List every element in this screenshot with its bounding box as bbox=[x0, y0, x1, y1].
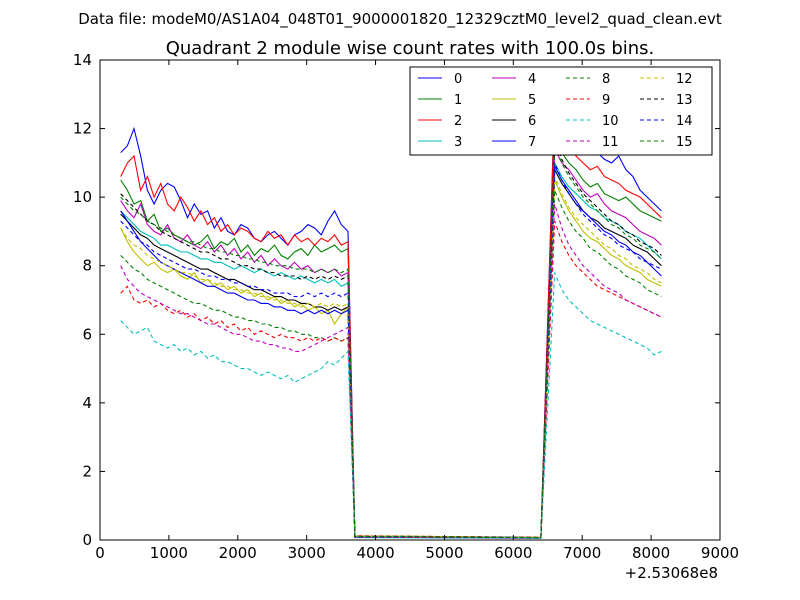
series-line-14 bbox=[120, 162, 662, 539]
series-line-6 bbox=[120, 167, 662, 539]
series-line-10 bbox=[120, 272, 662, 539]
legend-label-11: 11 bbox=[602, 135, 619, 150]
plot-frame bbox=[99, 59, 721, 541]
legend-label-10: 10 bbox=[602, 114, 619, 129]
x-tick-label: 0 bbox=[95, 544, 105, 562]
legend-label-5: 5 bbox=[528, 93, 536, 108]
x-offset-label: +2.53068e8 bbox=[625, 564, 718, 582]
series-line-2 bbox=[120, 104, 662, 539]
y-tick-label: 12 bbox=[73, 120, 92, 138]
x-tick-label: 3000 bbox=[288, 544, 326, 562]
legend-label-2: 2 bbox=[454, 114, 462, 129]
legend-label-13: 13 bbox=[676, 93, 693, 108]
series-line-3 bbox=[120, 160, 662, 539]
y-tick-label: 10 bbox=[73, 188, 92, 206]
series-line-5 bbox=[120, 179, 662, 538]
series-line-9 bbox=[120, 220, 662, 538]
legend-label-1: 1 bbox=[454, 93, 462, 108]
legend-label-14: 14 bbox=[676, 114, 693, 129]
x-tick-label: 6000 bbox=[494, 544, 532, 562]
x-tick-label: 2000 bbox=[219, 544, 257, 562]
x-tick-label: 9000 bbox=[701, 544, 739, 562]
legend-label-15: 15 bbox=[676, 135, 693, 150]
legend-label-6: 6 bbox=[528, 114, 536, 129]
suptitle: Data file: modeM0/AS1A04_048T01_90000018… bbox=[78, 10, 722, 29]
legend-label-7: 7 bbox=[528, 135, 536, 150]
x-tick-label: 5000 bbox=[425, 544, 463, 562]
legend-label-12: 12 bbox=[676, 72, 693, 87]
y-tick-label: 0 bbox=[82, 531, 92, 549]
legend-label-3: 3 bbox=[454, 135, 462, 150]
tick-layer: 0 1000 2000 3000 4000 5000 6000 7000 8000 9000 0 2 4… bbox=[73, 51, 739, 562]
chart-title: Quadrant 2 module wise count rates with … bbox=[166, 38, 655, 59]
legend-label-8: 8 bbox=[602, 72, 610, 87]
y-tick-label: 8 bbox=[82, 257, 92, 275]
x-tick-label: 4000 bbox=[356, 544, 394, 562]
y-tick-label: 14 bbox=[73, 51, 92, 69]
y-tick-label: 2 bbox=[82, 462, 92, 480]
series-line-4 bbox=[120, 146, 662, 539]
series-line-15 bbox=[120, 145, 662, 539]
legend-label-9: 9 bbox=[602, 93, 610, 108]
x-tick-label: 8000 bbox=[632, 544, 670, 562]
series-line-8 bbox=[120, 190, 662, 538]
legend-label-4: 4 bbox=[528, 72, 536, 87]
series-layer bbox=[120, 95, 662, 539]
y-tick-label: 6 bbox=[82, 325, 92, 343]
legend-frame bbox=[409, 66, 713, 156]
x-tick-label: 1000 bbox=[150, 544, 188, 562]
y-tick-label: 4 bbox=[82, 394, 92, 412]
legend-label-0: 0 bbox=[454, 72, 462, 87]
series-line-12 bbox=[120, 176, 662, 539]
x-tick-label: 7000 bbox=[563, 544, 601, 562]
series-line-13 bbox=[120, 142, 662, 539]
